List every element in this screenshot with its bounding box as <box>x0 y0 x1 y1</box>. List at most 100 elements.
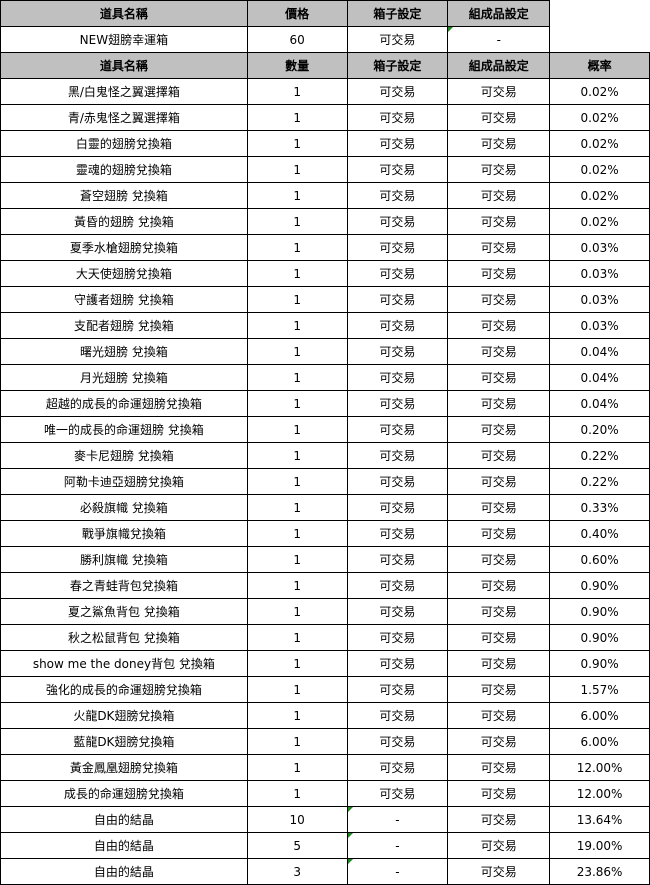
item-component-setting: 可交易 <box>447 832 551 859</box>
item-probability: 0.60% <box>549 546 650 573</box>
table-row: 成長的命運翅膀兌換箱 1 可交易 可交易 12.00% <box>0 780 650 807</box>
item-name: 自由的結晶 <box>0 832 248 859</box>
item-probability: 0.02% <box>549 182 650 209</box>
item-probability: 0.90% <box>549 598 650 625</box>
table-row: 麥卡尼翅膀 兌換箱 1 可交易 可交易 0.22% <box>0 442 650 469</box>
table-row: 唯一的成長的命運翅膀 兌換箱 1 可交易 可交易 0.20% <box>0 416 650 443</box>
item-quantity: 3 <box>246 858 348 885</box>
item-component-setting: 可交易 <box>447 364 551 391</box>
item-name: 成長的命運翅膀兌換箱 <box>0 780 248 807</box>
item-quantity: 1 <box>246 104 348 131</box>
table-row: 支配者翅膀 兌換箱 1 可交易 可交易 0.03% <box>0 312 650 339</box>
item-probability: 0.03% <box>549 286 650 313</box>
item-box-setting: 可交易 <box>346 364 449 391</box>
header-item-name: 道具名稱 <box>0 0 248 27</box>
item-box-setting: 可交易 <box>346 494 449 521</box>
table-row: 春之青蛙背包兌換箱 1 可交易 可交易 0.90% <box>0 572 650 599</box>
item-box-setting: 可交易 <box>346 598 449 625</box>
item-probability: 6.00% <box>549 702 650 729</box>
table-row: 必殺旗幟 兌換箱 1 可交易 可交易 0.33% <box>0 494 650 521</box>
item-probability: 1.57% <box>549 676 650 703</box>
item-component-setting: 可交易 <box>447 234 551 261</box>
header-box-setting: 箱子設定 <box>346 0 449 27</box>
item-component-setting: 可交易 <box>447 78 551 105</box>
header-item-name: 道具名稱 <box>0 52 248 79</box>
item-quantity: 1 <box>246 390 348 417</box>
item-quantity: 1 <box>246 182 348 209</box>
item-probability: 0.03% <box>549 260 650 287</box>
item-component-setting: 可交易 <box>447 858 551 885</box>
table-row: 黃金鳳凰翅膀兌換箱 1 可交易 可交易 12.00% <box>0 754 650 781</box>
item-box-setting: - <box>346 806 449 833</box>
item-component-setting: 可交易 <box>447 182 551 209</box>
item-box-setting: 可交易 <box>346 104 449 131</box>
item-quantity: 1 <box>246 754 348 781</box>
item-name: 黃昏的翅膀 兌換箱 <box>0 208 248 235</box>
item-name: 大天使翅膀兌換箱 <box>0 260 248 287</box>
item-name: 守護者翅膀 兌換箱 <box>0 286 248 313</box>
item-component-setting: 可交易 <box>447 130 551 157</box>
item-name: 夏季水槍翅膀兌換箱 <box>0 234 248 261</box>
item-quantity: 1 <box>246 416 348 443</box>
item-quantity: 1 <box>246 546 348 573</box>
item-name: 火龍DK翅膀兌換箱 <box>0 702 248 729</box>
item-name: 阿勒卡迪亞翅膀兌換箱 <box>0 468 248 495</box>
item-box-setting: 可交易 <box>346 728 449 755</box>
item-box-setting: 可交易 <box>346 156 449 183</box>
item-name: show me the doney背包 兌換箱 <box>0 650 248 677</box>
item-quantity: 10 <box>246 806 348 833</box>
item-name: 白靈的翅膀兌換箱 <box>0 130 248 157</box>
item-component-setting: 可交易 <box>447 156 551 183</box>
item-quantity: 1 <box>246 156 348 183</box>
item-probability: 0.02% <box>549 208 650 235</box>
item-box-setting: 可交易 <box>346 468 449 495</box>
empty-cell <box>549 0 650 27</box>
item-probability: 0.90% <box>549 650 650 677</box>
item-component-setting: 可交易 <box>447 702 551 729</box>
item-quantity: 1 <box>246 676 348 703</box>
table-row: 自由的結晶 10- 可交易 13.64% <box>0 806 650 833</box>
item-name: 藍龍DK翅膀兌換箱 <box>0 728 248 755</box>
item-box-setting: 可交易 <box>346 442 449 469</box>
table-row: show me the doney背包 兌換箱 1 可交易 可交易 0.90% <box>0 650 650 677</box>
item-quantity: 1 <box>246 520 348 547</box>
item-probability: 12.00% <box>549 754 650 781</box>
item-component-setting: 可交易 <box>447 468 551 495</box>
item-component-setting: 可交易 <box>447 754 551 781</box>
table-row: 自由的結晶 5- 可交易 19.00% <box>0 832 650 859</box>
table-row: 自由的結晶 3- 可交易 23.86% <box>0 858 650 885</box>
item-box-setting: 可交易 <box>346 624 449 651</box>
table-row: 黑/白鬼怪之翼選擇箱 1 可交易 可交易 0.02% <box>0 78 650 105</box>
item-component-setting: 可交易 <box>447 208 551 235</box>
item-quantity: 1 <box>246 260 348 287</box>
item-box-setting: 可交易 <box>346 572 449 599</box>
table-row: 守護者翅膀 兌換箱 1 可交易 可交易 0.03% <box>0 286 650 313</box>
item-box-setting: - <box>346 832 449 859</box>
header-probability: 概率 <box>549 52 650 79</box>
item-component-setting: 可交易 <box>447 572 551 599</box>
item-box-setting: 可交易 <box>346 234 449 261</box>
item-quantity: 1 <box>246 78 348 105</box>
item-probability: 0.04% <box>549 338 650 365</box>
table-row: 超越的成長的命運翅膀兌換箱 1 可交易 可交易 0.04% <box>0 390 650 417</box>
item-name: 自由的結晶 <box>0 806 248 833</box>
box-row: NEW翅膀幸運箱 60 可交易 - <box>0 26 650 53</box>
box-header-row: 道具名稱 價格 箱子設定 組成品設定 <box>0 0 650 27</box>
item-component-setting: 可交易 <box>447 728 551 755</box>
item-component-setting: 可交易 <box>447 520 551 547</box>
table-row: 夏季水槍翅膀兌換箱 1 可交易 可交易 0.03% <box>0 234 650 261</box>
item-box-setting: 可交易 <box>346 130 449 157</box>
item-quantity: 1 <box>246 728 348 755</box>
item-component-setting: 可交易 <box>447 104 551 131</box>
item-component-setting: 可交易 <box>447 416 551 443</box>
item-box-setting: 可交易 <box>346 754 449 781</box>
item-quantity: 1 <box>246 312 348 339</box>
header-quantity: 數量 <box>246 52 348 79</box>
table-row: 白靈的翅膀兌換箱 1 可交易 可交易 0.02% <box>0 130 650 157</box>
item-probability: 0.33% <box>549 494 650 521</box>
item-component-setting: 可交易 <box>447 312 551 339</box>
header-price: 價格 <box>246 0 348 27</box>
table-row: 藍龍DK翅膀兌換箱 1 可交易 可交易 6.00% <box>0 728 650 755</box>
item-box-setting: 可交易 <box>346 650 449 677</box>
